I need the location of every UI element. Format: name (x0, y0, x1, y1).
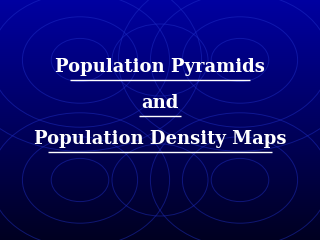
Text: Population Pyramids: Population Pyramids (55, 58, 265, 76)
Text: and: and (141, 94, 179, 112)
Text: Population Density Maps: Population Density Maps (34, 130, 286, 148)
